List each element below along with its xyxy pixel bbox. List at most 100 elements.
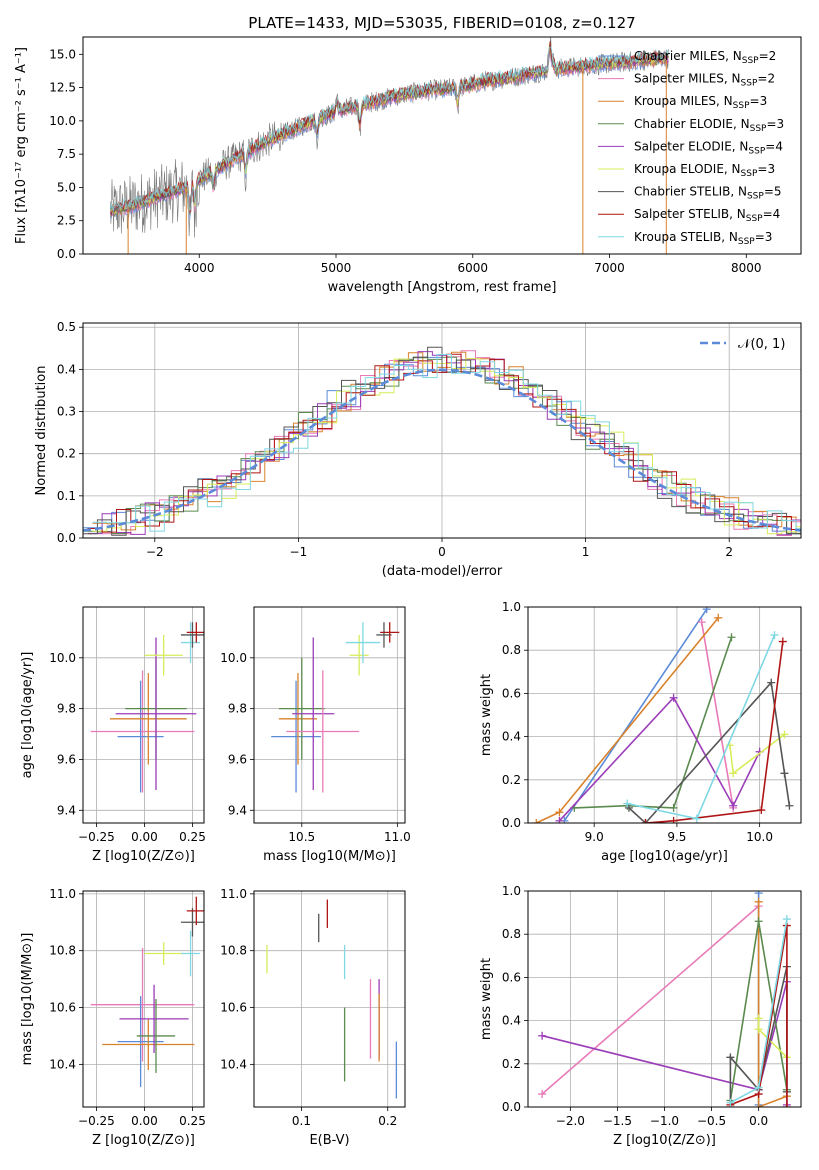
legend-name: Salpeter STELIB, N	[634, 207, 746, 221]
legend-name: Salpeter MILES, N	[634, 72, 741, 86]
x-tick-label: 1	[582, 545, 590, 559]
panel-age-vs-mass: 10.5 11.0 9.4 9.6 9.8 10.0 mass [log10(M/M⊙)]	[220, 606, 411, 864]
weight-marker	[754, 1025, 763, 1034]
error-bar-point	[144, 634, 183, 676]
legend-entry: Salpeter ELODIE, NSSP=4	[634, 139, 783, 156]
x-tick-label: 2	[725, 545, 733, 559]
weight-marker	[692, 814, 701, 823]
weight-marker	[780, 730, 789, 739]
weight-line	[645, 641, 784, 823]
weight-marker	[532, 819, 541, 823]
x-tick-label: −2.0	[556, 1114, 585, 1128]
legend-entry: Salpeter MILES, NSSP=2	[634, 72, 775, 89]
x-tick-label: 0.2	[378, 1114, 397, 1128]
error-bar-point	[180, 930, 201, 977]
x-tick-label: 0.0	[749, 1114, 768, 1128]
x-axis-label: age [log10(age/yr)]	[601, 849, 728, 864]
y-tick-label: 0.5	[57, 320, 76, 334]
weight-marker	[702, 607, 711, 614]
plot-area	[532, 607, 794, 823]
panel-weight-vs-Z: −2.0 −1.5 −1.0 −0.5 0.0 0.0 0.2 0.4 0.6 0.8 1.0 Z […	[479, 884, 802, 1148]
weight-line	[563, 608, 708, 822]
error-bar-point	[345, 622, 381, 663]
x-axis-label: wavelength [Angstrom, rest frame]	[328, 280, 557, 295]
x-tick-label: 0.25	[179, 1114, 206, 1128]
error-bar-point	[144, 942, 183, 965]
legend-subscript: SSP	[746, 214, 763, 224]
legend-name: Chabrier MILES, N	[634, 49, 742, 63]
weight-marker	[754, 1083, 763, 1092]
weight-line	[541, 905, 760, 1095]
weight-line	[700, 621, 734, 809]
y-axis-label: mass weight	[479, 958, 494, 1040]
y-tick-label: 5.0	[57, 180, 76, 194]
x-axis-label: (data-model)/error	[382, 564, 503, 579]
legend-entry: Chabrier ELODIE, NSSP=3	[634, 117, 784, 134]
y-tick-label: 0.0	[502, 1100, 521, 1114]
panel-age-vs-Z: −0.25 0.00 0.25 9.4 9.6 9.8 10.0 Z [log10(Z/Z⊙)…	[20, 606, 206, 864]
y-tick-label: 10.4	[49, 1057, 76, 1071]
error-bar-point	[180, 908, 204, 937]
weight-marker	[641, 819, 650, 823]
histogram-series	[92, 354, 801, 532]
histogram-series	[87, 353, 801, 533]
y-axis-label: mass weight	[479, 674, 494, 756]
panel-mass-vs-EBV: 0.1 0.2 10.4 10.6 10.8 11.0 E(B-V)	[220, 887, 406, 1148]
error-bar-point	[380, 622, 400, 643]
y-tick-label: 11.0	[220, 887, 247, 901]
y-tick-label: 12.5	[49, 81, 76, 95]
legend-subscript: SSP	[741, 169, 758, 179]
error-bar-point	[286, 670, 360, 793]
x-tick-label: −1	[290, 545, 308, 559]
y-tick-label: 9.6	[228, 752, 247, 766]
y-tick-label: 0.6	[502, 686, 521, 700]
legend-name: Kroupa ELODIE, N	[634, 162, 741, 176]
x-tick-label: 0.25	[179, 830, 206, 844]
x-tick-label: 9.0	[585, 830, 604, 844]
x-tick-label: −0.25	[78, 830, 115, 844]
panel-mass-vs-Z: −0.25 0.00 0.25 10.4 10.6 10.8 11.0 Z [log10(Z/…	[20, 887, 206, 1148]
y-tick-label: 10.0	[220, 651, 247, 665]
legend-count: =2	[759, 49, 777, 63]
axes-frame	[82, 36, 802, 255]
weight-marker	[669, 816, 678, 823]
weight-marker	[729, 769, 738, 778]
legend-count: =4	[765, 139, 783, 153]
y-tick-label: 9.4	[57, 803, 76, 817]
legend-entry: Salpeter STELIB, NSSP=4	[634, 207, 780, 224]
x-tick-label: −0.5	[697, 1114, 726, 1128]
weight-marker	[754, 917, 763, 926]
x-axis-label: mass [log10(M/M⊙)]	[263, 849, 396, 864]
y-tick-label: 0.8	[502, 643, 521, 657]
weight-marker	[555, 808, 564, 817]
axes-frame	[82, 322, 802, 539]
weight-marker	[538, 1031, 547, 1040]
x-tick-label: 10.5	[288, 830, 315, 844]
axes-frame	[527, 606, 802, 824]
legend-entry: Kroupa ELODIE, NSSP=3	[634, 162, 775, 179]
x-tick-label: 11.0	[384, 830, 411, 844]
legend-count: =3	[755, 230, 773, 244]
error-bar-point	[292, 637, 335, 790]
x-axis-label: Z [log10(Z/Z⊙)]	[92, 849, 195, 864]
legend-count: =3	[757, 162, 775, 176]
legend-entry: Chabrier STELIB, NSSP=5	[634, 185, 782, 202]
error-bar-point	[278, 657, 325, 760]
y-tick-label: 2.5	[57, 214, 76, 228]
weight-marker	[785, 801, 794, 810]
error-bar-point	[186, 622, 204, 643]
legend-subscript: SSP	[747, 192, 764, 202]
x-axis-label: E(B-V)	[309, 1133, 349, 1148]
weight-marker	[770, 631, 779, 640]
error-bar-point	[119, 984, 189, 1053]
legend: 𝒩(0, 1)	[700, 337, 785, 352]
y-tick-label: 0.0	[57, 247, 76, 261]
x-tick-label: 10.0	[746, 830, 773, 844]
y-tick-label: 0.4	[57, 362, 76, 376]
y-tick-label: 0.4	[502, 730, 521, 744]
y-tick-label: 0.8	[502, 927, 521, 941]
legend-subscript: SSP	[738, 237, 755, 247]
